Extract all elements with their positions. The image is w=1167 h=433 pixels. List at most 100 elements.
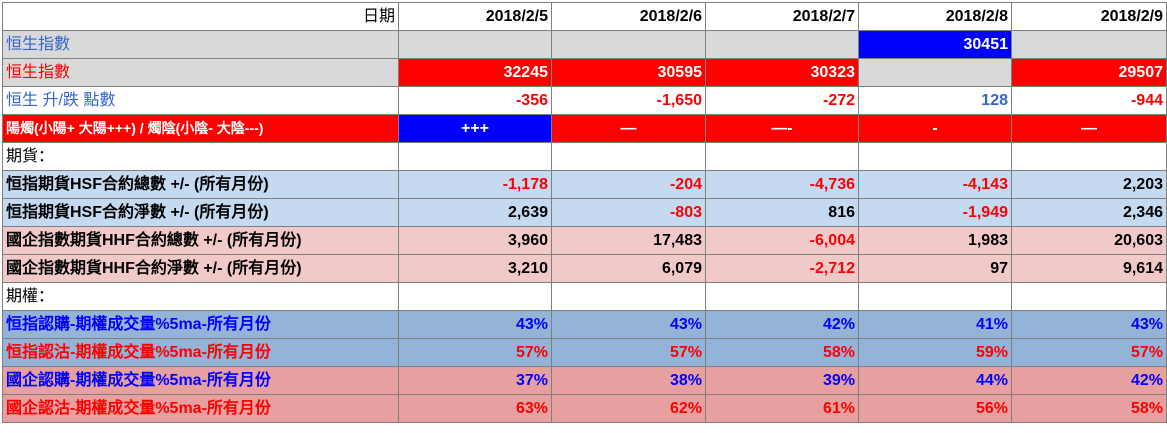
date-cell[interactable]: 2018/2/7 bbox=[705, 2, 859, 31]
hsi-up-label[interactable]: 恒生指數 bbox=[2, 30, 399, 59]
hsi-down-cell[interactable]: 30595 bbox=[551, 58, 706, 87]
hsi-change-cell[interactable]: -944 bbox=[1011, 86, 1167, 115]
futures-section-row: 期貨： bbox=[2, 142, 1167, 171]
hhf-net-cell[interactable]: 9,614 bbox=[1011, 254, 1167, 283]
candle-cell[interactable]: +++ bbox=[398, 114, 552, 143]
hhf-net-cell[interactable]: -2,712 bbox=[705, 254, 859, 283]
hhf-total-row: 國企指數期貨HHF合約總數 +/- (所有月份) 3,960 17,483 -6… bbox=[2, 226, 1167, 255]
hsi-put-cell[interactable]: 59% bbox=[858, 338, 1012, 367]
candle-row: 陽燭(小陽+ 大陽+++) / 燭陰(小陰- 大陰---) +++ — —- -… bbox=[2, 114, 1167, 143]
empty-cell[interactable] bbox=[1011, 282, 1167, 311]
date-cell[interactable]: 2018/2/5 bbox=[398, 2, 552, 31]
hsi-call-label[interactable]: 恒指認購-期權成交量%5ma-所有月份 bbox=[2, 310, 399, 339]
hsi-change-cell[interactable]: 128 bbox=[858, 86, 1012, 115]
hsi-call-cell[interactable]: 42% bbox=[705, 310, 859, 339]
hhf-net-row: 國企指數期貨HHF合約淨數 +/- (所有月份) 3,210 6,079 -2,… bbox=[2, 254, 1167, 283]
hsf-total-cell[interactable]: -4,736 bbox=[705, 170, 859, 199]
empty-cell[interactable] bbox=[551, 142, 706, 171]
hsi-up-cell[interactable] bbox=[1011, 30, 1167, 59]
empty-cell[interactable] bbox=[705, 142, 859, 171]
hsi-change-label[interactable]: 恒生 升/跌 點數 bbox=[2, 86, 399, 115]
hsi-down-label[interactable]: 恒生指數 bbox=[2, 58, 399, 87]
hsf-total-cell[interactable]: 2,203 bbox=[1011, 170, 1167, 199]
hhf-net-cell[interactable]: 97 bbox=[858, 254, 1012, 283]
date-header-label[interactable]: 日期 bbox=[2, 2, 399, 31]
hsf-total-row: 恒指期貨HSF合約總數 +/- (所有月份) -1,178 -204 -4,73… bbox=[2, 170, 1167, 199]
hhi-put-cell[interactable]: 63% bbox=[398, 394, 552, 423]
hsf-net-cell[interactable]: -803 bbox=[551, 198, 706, 227]
hsf-total-cell[interactable]: -204 bbox=[551, 170, 706, 199]
hhi-call-cell[interactable]: 42% bbox=[1011, 366, 1167, 395]
hsi-put-cell[interactable]: 57% bbox=[551, 338, 706, 367]
market-data-table: 日期 2018/2/5 2018/2/6 2018/2/7 2018/2/8 2… bbox=[2, 2, 1167, 423]
hsi-call-cell[interactable]: 43% bbox=[398, 310, 552, 339]
hsf-net-cell[interactable]: 816 bbox=[705, 198, 859, 227]
hsf-total-label[interactable]: 恒指期貨HSF合約總數 +/- (所有月份) bbox=[2, 170, 399, 199]
hsf-net-cell[interactable]: 2,346 bbox=[1011, 198, 1167, 227]
hsf-net-label[interactable]: 恒指期貨HSF合約淨數 +/- (所有月份) bbox=[2, 198, 399, 227]
empty-cell[interactable] bbox=[398, 142, 552, 171]
hhi-put-cell[interactable]: 62% bbox=[551, 394, 706, 423]
hhf-total-cell[interactable]: -6,004 bbox=[705, 226, 859, 255]
hhf-total-cell[interactable]: 20,603 bbox=[1011, 226, 1167, 255]
hsi-change-cell[interactable]: -272 bbox=[705, 86, 859, 115]
hhf-total-cell[interactable]: 17,483 bbox=[551, 226, 706, 255]
empty-cell[interactable] bbox=[705, 282, 859, 311]
candle-cell[interactable]: - bbox=[858, 114, 1012, 143]
hhf-total-cell[interactable]: 1,983 bbox=[858, 226, 1012, 255]
hsi-up-cell[interactable] bbox=[398, 30, 552, 59]
hhf-net-cell[interactable]: 3,210 bbox=[398, 254, 552, 283]
date-cell[interactable]: 2018/2/8 bbox=[858, 2, 1012, 31]
hhi-put-cell[interactable]: 56% bbox=[858, 394, 1012, 423]
hsi-down-cell[interactable]: 30323 bbox=[705, 58, 859, 87]
hsi-call-cell[interactable]: 43% bbox=[1011, 310, 1167, 339]
hsf-net-cell[interactable]: -1,949 bbox=[858, 198, 1012, 227]
hsi-down-row: 恒生指數 32245 30595 30323 29507 bbox=[2, 58, 1167, 87]
hsi-up-cell[interactable] bbox=[551, 30, 706, 59]
empty-cell[interactable] bbox=[1011, 142, 1167, 171]
candle-cell[interactable]: — bbox=[1011, 114, 1167, 143]
hhi-call-cell[interactable]: 39% bbox=[705, 366, 859, 395]
hsi-put-cell[interactable]: 58% bbox=[705, 338, 859, 367]
hsi-down-cell[interactable]: 32245 bbox=[398, 58, 552, 87]
hhi-call-label[interactable]: 國企認購-期權成交量%5ma-所有月份 bbox=[2, 366, 399, 395]
hsi-call-cell[interactable]: 41% bbox=[858, 310, 1012, 339]
hsi-up-cell[interactable] bbox=[705, 30, 859, 59]
hhf-net-cell[interactable]: 6,079 bbox=[551, 254, 706, 283]
empty-cell[interactable] bbox=[398, 282, 552, 311]
hsf-total-cell[interactable]: -1,178 bbox=[398, 170, 552, 199]
candle-cell[interactable]: —- bbox=[705, 114, 859, 143]
hhf-total-label[interactable]: 國企指數期貨HHF合約總數 +/- (所有月份) bbox=[2, 226, 399, 255]
date-cell[interactable]: 2018/2/6 bbox=[551, 2, 706, 31]
hsi-change-cell[interactable]: -1,650 bbox=[551, 86, 706, 115]
hhi-call-cell[interactable]: 38% bbox=[551, 366, 706, 395]
hhf-net-label[interactable]: 國企指數期貨HHF合約淨數 +/- (所有月份) bbox=[2, 254, 399, 283]
hsi-call-cell[interactable]: 43% bbox=[551, 310, 706, 339]
date-cell[interactable]: 2018/2/9 bbox=[1011, 2, 1167, 31]
hsf-total-cell[interactable]: -4,143 bbox=[858, 170, 1012, 199]
hsf-net-cell[interactable]: 2,639 bbox=[398, 198, 552, 227]
hhi-put-cell[interactable]: 61% bbox=[705, 394, 859, 423]
date-header-row: 日期 2018/2/5 2018/2/6 2018/2/7 2018/2/8 2… bbox=[2, 2, 1167, 31]
hsi-put-cell[interactable]: 57% bbox=[1011, 338, 1167, 367]
options-section-label[interactable]: 期權： bbox=[2, 282, 399, 311]
futures-section-label[interactable]: 期貨： bbox=[2, 142, 399, 171]
hsi-down-cell[interactable]: 29507 bbox=[1011, 58, 1167, 87]
candle-cell[interactable]: — bbox=[551, 114, 706, 143]
empty-cell[interactable] bbox=[858, 142, 1012, 171]
hsi-up-cell[interactable]: 30451 bbox=[858, 30, 1012, 59]
hsi-put-row: 恒指認沽-期權成交量%5ma-所有月份 57% 57% 58% 59% 57% bbox=[2, 338, 1167, 367]
hhi-call-cell[interactable]: 44% bbox=[858, 366, 1012, 395]
hsi-down-cell[interactable] bbox=[858, 58, 1012, 87]
empty-cell[interactable] bbox=[858, 282, 1012, 311]
hsi-put-label[interactable]: 恒指認沽-期權成交量%5ma-所有月份 bbox=[2, 338, 399, 367]
hsi-change-row: 恒生 升/跌 點數 -356 -1,650 -272 128 -944 bbox=[2, 86, 1167, 115]
candle-label[interactable]: 陽燭(小陽+ 大陽+++) / 燭陰(小陰- 大陰---) bbox=[2, 114, 399, 143]
hsi-put-cell[interactable]: 57% bbox=[398, 338, 552, 367]
hhf-total-cell[interactable]: 3,960 bbox=[398, 226, 552, 255]
hhi-put-cell[interactable]: 58% bbox=[1011, 394, 1167, 423]
hhi-put-label[interactable]: 國企認沽-期權成交量%5ma-所有月份 bbox=[2, 394, 399, 423]
empty-cell[interactable] bbox=[551, 282, 706, 311]
hsi-change-cell[interactable]: -356 bbox=[398, 86, 552, 115]
hhi-call-cell[interactable]: 37% bbox=[398, 366, 552, 395]
